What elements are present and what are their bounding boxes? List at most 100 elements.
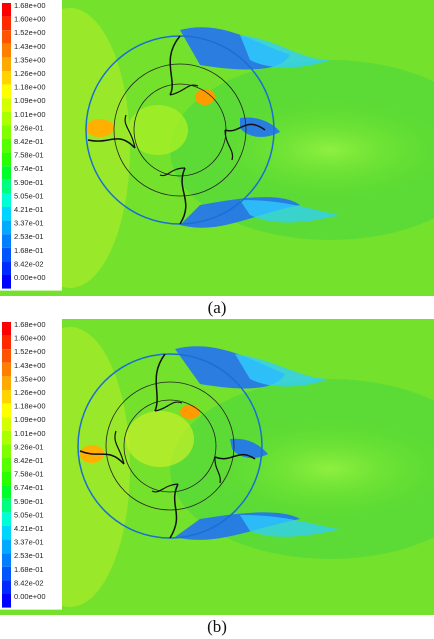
- blade-outer-2: [214, 453, 256, 460]
- low-velocity-top-fringe: [240, 35, 330, 68]
- legend-label: 1.60e+00: [14, 334, 46, 343]
- legend-label: 1.01e+00: [14, 429, 46, 438]
- inner-flow-zone: [128, 105, 188, 155]
- blade-outer-3: [169, 483, 179, 539]
- legend-label: 1.68e+00: [14, 320, 46, 329]
- legend-swatch: [2, 207, 11, 221]
- legend-swatch: [2, 485, 11, 499]
- legend-label: 6.74e-01: [14, 483, 44, 492]
- low-velocity-top-fringe: [235, 354, 330, 387]
- legend-label: 1.09e+00: [14, 96, 46, 105]
- legend-swatch: [2, 553, 11, 567]
- legend-swatch: [2, 594, 11, 608]
- legend-swatch: [2, 471, 11, 486]
- legend-swatch: [2, 498, 11, 513]
- legend-label: 1.26e+00: [14, 69, 46, 78]
- legend-label: 5.90e-01: [14, 178, 44, 187]
- legend-swatch: [2, 566, 11, 581]
- legend-label: 0.00e+00: [14, 273, 46, 282]
- legend-label: 9.26e-01: [14, 123, 44, 132]
- legend-label: 5.05e-01: [14, 191, 44, 200]
- legend-label: 8.42e-01: [14, 137, 44, 146]
- legend-swatch: [2, 512, 11, 526]
- color-legend-b: 1.68e+00 1.60e+00 1.52e+00 1.43e+00 1.35e+00…: [0, 319, 62, 610]
- inner-flow-zone: [126, 411, 194, 467]
- legend-swatch: [2, 349, 11, 363]
- blade-outer-3: [179, 167, 187, 225]
- legend-label: 5.05e-01: [14, 510, 44, 519]
- legend-label: 7.58e-01: [14, 151, 44, 160]
- legend-label: 1.68e-01: [14, 565, 44, 574]
- blade-outer-2: [224, 123, 266, 132]
- legend-swatch: [2, 458, 11, 472]
- contour-plot-b: 1.68e+00 1.60e+00 1.52e+00 1.43e+00 1.35e+00…: [0, 319, 434, 615]
- legend-swatch: [2, 139, 11, 153]
- legend-label: 1.68e-01: [14, 246, 44, 255]
- legend-swatch: [2, 322, 11, 336]
- legend-swatch: [2, 166, 11, 180]
- legend-swatch: [2, 57, 11, 71]
- legend-swatch: [2, 234, 11, 248]
- legend-label: 7.58e-01: [14, 470, 44, 479]
- legend-label: 1.35e+00: [14, 374, 46, 383]
- legend-label: 1.09e+00: [14, 415, 46, 424]
- legend-swatch: [2, 247, 11, 262]
- middle-rotor-ring: [113, 63, 247, 197]
- legend-swatch: [2, 43, 11, 58]
- blade-inner-1: [169, 84, 199, 96]
- blade-inner-4: [114, 430, 125, 465]
- blade-inner-3: [151, 483, 179, 493]
- legend-swatch: [2, 30, 11, 44]
- legend-swatch: [2, 539, 11, 554]
- blade-inner-3: [159, 167, 186, 177]
- legend-label: 1.68e+00: [14, 1, 46, 10]
- legend-swatch: [2, 362, 11, 377]
- legend-label: 1.18e+00: [14, 83, 46, 92]
- legend-swatch: [2, 179, 11, 194]
- legend-label: 4.21e-01: [14, 524, 44, 533]
- blade-outer-4: [79, 450, 125, 465]
- legend-label: 1.43e+00: [14, 361, 46, 370]
- contour-panel-a: 1.68e+00 1.60e+00 1.52e+00 1.43e+00 1.35e+00…: [0, 0, 434, 296]
- legend-label: 1.01e+00: [14, 110, 46, 119]
- legend-label: 1.52e+00: [14, 347, 46, 356]
- legend-swatch: [2, 444, 11, 458]
- legend-label: 8.42e-02: [14, 578, 44, 587]
- legend-swatch: [2, 403, 11, 418]
- legend-swatch: [2, 98, 11, 112]
- legend-label: 2.53e-01: [14, 232, 44, 241]
- legend-swatch: [2, 193, 11, 207]
- legend-label: 3.37e-01: [14, 538, 44, 547]
- legend-swatch: [2, 71, 11, 85]
- legend-swatch: [2, 152, 11, 167]
- legend-label: 6.74e-01: [14, 164, 44, 173]
- legend-swatch: [2, 376, 11, 390]
- legend-label: 2.53e-01: [14, 551, 44, 560]
- legend-label: 9.26e-01: [14, 442, 44, 451]
- contour-plot-a: 1.68e+00 1.60e+00 1.52e+00 1.43e+00 1.35e+00…: [0, 0, 434, 296]
- legend-label: 1.18e+00: [14, 402, 46, 411]
- legend-swatch: [2, 335, 11, 350]
- legend-label: 1.60e+00: [14, 15, 46, 24]
- legend-swatch: [2, 430, 11, 445]
- legend-swatch: [2, 111, 11, 126]
- high-velocity-spot-left: [86, 119, 114, 137]
- legend-swatch: [2, 125, 11, 139]
- legend-swatch: [2, 580, 11, 594]
- panel-caption-a: (a): [207, 298, 227, 317]
- blade-outer-1: [169, 35, 181, 96]
- blade-outer-4: [87, 138, 136, 149]
- low-velocity-bottom-fringe: [240, 200, 340, 223]
- contour-panel-b: 1.68e+00 1.60e+00 1.52e+00 1.43e+00 1.35e+00…: [0, 319, 434, 615]
- blade-inner-2: [214, 456, 221, 484]
- legend-swatch: [2, 16, 11, 31]
- legend-swatch: [2, 220, 11, 235]
- low-velocity-mid: [230, 438, 268, 459]
- high-velocity-spot-top: [195, 89, 215, 105]
- high-velocity-spot-top: [180, 405, 200, 419]
- legend-label: 3.37e-01: [14, 219, 44, 228]
- legend-swatch: [2, 526, 11, 540]
- blade-outer-1: [154, 353, 166, 412]
- legend-label: 1.26e+00: [14, 388, 46, 397]
- panel-caption-b: (b): [207, 617, 227, 636]
